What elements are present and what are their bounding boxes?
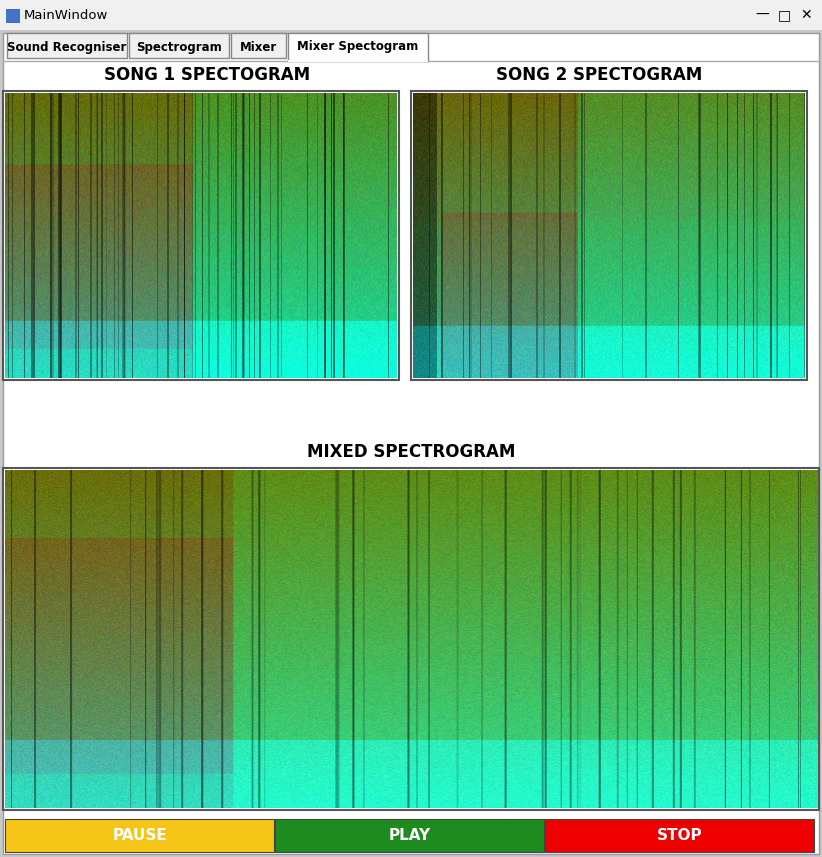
Bar xyxy=(5,819,274,852)
Bar xyxy=(545,819,814,852)
Bar xyxy=(0,0,822,30)
Text: MIXED SPECTROGRAM: MIXED SPECTROGRAM xyxy=(307,443,515,461)
Bar xyxy=(6,9,20,23)
Text: MainWindow: MainWindow xyxy=(24,9,109,21)
Text: Mixer Spectogram: Mixer Spectogram xyxy=(298,39,418,52)
Text: ✕: ✕ xyxy=(800,8,812,22)
Text: SONG 1 SPECTOGRAM: SONG 1 SPECTOGRAM xyxy=(104,66,310,84)
Bar xyxy=(3,468,819,810)
Bar xyxy=(288,33,428,61)
Text: Spectrogram: Spectrogram xyxy=(136,40,222,53)
Text: Mixer: Mixer xyxy=(240,40,277,53)
Bar xyxy=(275,819,544,852)
Text: —: — xyxy=(755,8,769,22)
Bar xyxy=(129,33,229,58)
Text: PLAY: PLAY xyxy=(389,828,431,843)
Bar xyxy=(231,33,286,58)
Text: Sound Recogniser: Sound Recogniser xyxy=(7,40,127,53)
Text: PAUSE: PAUSE xyxy=(112,828,167,843)
Text: □: □ xyxy=(778,8,791,22)
Bar xyxy=(411,91,807,380)
Bar xyxy=(3,91,399,380)
Text: SONG 2 SPECTOGRAM: SONG 2 SPECTOGRAM xyxy=(496,66,702,84)
Text: STOP: STOP xyxy=(657,828,702,843)
Bar xyxy=(7,33,127,58)
